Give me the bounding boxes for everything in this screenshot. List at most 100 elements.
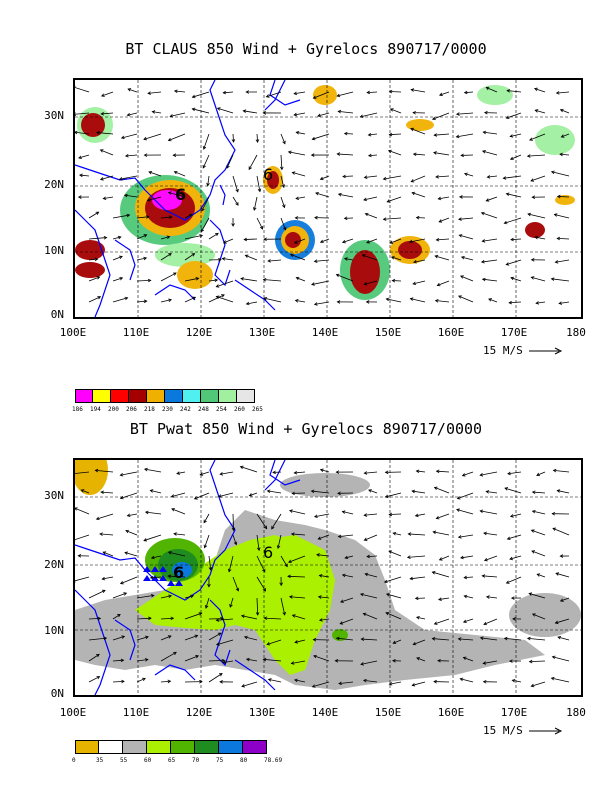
wind-arrow bbox=[504, 217, 522, 224]
wind-arrow bbox=[222, 660, 234, 664]
wind-arrow bbox=[268, 259, 282, 262]
wind-arrow bbox=[75, 534, 90, 541]
wind-arrow bbox=[218, 492, 234, 498]
scale-arrow-icon bbox=[529, 727, 563, 735]
wind-arrow-head bbox=[388, 550, 393, 554]
wind-arrow-head bbox=[438, 557, 443, 561]
wind-arrow-head bbox=[203, 519, 207, 524]
wind-arrow bbox=[413, 639, 426, 645]
wind-arrow bbox=[148, 171, 162, 177]
wind-arrow-head bbox=[239, 465, 244, 470]
wind-arrow bbox=[203, 513, 210, 523]
wind-arrow-head bbox=[505, 115, 510, 120]
wind-arrow-head bbox=[343, 216, 348, 221]
wind-arrow bbox=[338, 534, 354, 538]
wind-arrow-head bbox=[75, 507, 78, 511]
wind-arrow bbox=[504, 637, 522, 641]
wind-arrow-head bbox=[433, 679, 437, 684]
wind-arrow-head bbox=[479, 636, 484, 640]
wind-arrow bbox=[432, 638, 450, 641]
wind-arrow-head bbox=[313, 302, 318, 306]
wind-arrow-head bbox=[257, 188, 262, 193]
wind-arrow-head bbox=[231, 223, 235, 227]
wind-arrow bbox=[112, 614, 121, 620]
wind-arrow-head bbox=[554, 620, 559, 625]
wind-arrow bbox=[392, 639, 402, 644]
colorbar-swatch bbox=[123, 740, 147, 754]
wind-arrow-head bbox=[384, 494, 389, 499]
wind-arrow-head bbox=[480, 259, 485, 264]
wind-arrow-head bbox=[190, 594, 195, 599]
wind-arrow bbox=[240, 278, 258, 282]
wind-arrow-head bbox=[94, 468, 99, 473]
wind-arrow-head bbox=[94, 257, 99, 262]
wind-arrow-head bbox=[415, 469, 420, 473]
wind-arrow-head bbox=[240, 277, 244, 281]
wind-arrow bbox=[124, 552, 138, 557]
wind-arrow bbox=[530, 175, 546, 182]
wind-arrow bbox=[200, 471, 210, 476]
panel2-wind-arrows bbox=[75, 465, 570, 688]
wind-arrow-head bbox=[293, 240, 298, 244]
wind-arrow bbox=[208, 279, 218, 282]
wind-arrow bbox=[362, 254, 378, 261]
wind-arrow bbox=[103, 196, 114, 199]
wind-arrow-head bbox=[143, 136, 147, 141]
wind-arrow bbox=[433, 531, 450, 536]
wind-arrow-head bbox=[281, 184, 285, 189]
wind-arrow bbox=[228, 555, 234, 572]
wind-arrow-head bbox=[409, 297, 414, 301]
wind-arrow bbox=[388, 550, 402, 557]
wind-arrow bbox=[232, 576, 239, 592]
wind-arrow bbox=[438, 597, 450, 600]
wind-arrow-head bbox=[287, 150, 292, 155]
wind-arrow bbox=[295, 196, 306, 200]
wind-arrow bbox=[253, 196, 258, 211]
wind-arrow-head bbox=[103, 235, 108, 240]
wind-arrow bbox=[559, 153, 570, 156]
wind-arrow-head bbox=[560, 134, 565, 138]
wind-arrow-head bbox=[434, 299, 439, 303]
colorbar-tick-label: 80 bbox=[240, 757, 248, 764]
wind-arrow-head bbox=[435, 516, 440, 520]
wind-arrow-head bbox=[411, 683, 416, 687]
wind-arrow-head bbox=[463, 172, 468, 177]
wind-arrow bbox=[184, 277, 199, 282]
wind-arrow bbox=[560, 109, 570, 114]
wind-arrow bbox=[75, 87, 90, 93]
wind-arrow-head bbox=[172, 153, 177, 157]
wind-arrow-head bbox=[311, 684, 316, 688]
wind-arrow-head bbox=[459, 677, 464, 682]
wind-arrow-head bbox=[463, 575, 468, 580]
wind-arrow-head bbox=[117, 235, 122, 240]
colorbar-tick-label: 254 bbox=[216, 406, 227, 413]
wind-arrow bbox=[510, 238, 522, 241]
wind-arrow bbox=[389, 513, 402, 515]
wind-arrow bbox=[366, 238, 378, 244]
wind-arrow-head bbox=[482, 661, 487, 665]
wind-arrow-head bbox=[392, 659, 396, 663]
wind-arrow bbox=[360, 660, 378, 665]
wind-arrow bbox=[112, 214, 130, 219]
wind-arrow-head bbox=[294, 299, 299, 303]
wind-arrow-head bbox=[119, 495, 124, 500]
wind-arrow bbox=[410, 128, 426, 135]
wind-arrow bbox=[184, 296, 196, 303]
wind-arrow bbox=[112, 680, 125, 683]
wind-arrow-head bbox=[488, 298, 492, 302]
wind-arrow bbox=[127, 112, 138, 116]
wind-arrow bbox=[437, 280, 450, 286]
colorbar-swatch bbox=[195, 740, 219, 754]
panel1-lon-100e: 100E bbox=[59, 326, 87, 339]
wind-arrow bbox=[136, 594, 154, 599]
wind-arrow bbox=[336, 637, 354, 641]
panel2-lon-120e: 120E bbox=[185, 706, 213, 719]
wind-arrow-head bbox=[462, 656, 467, 660]
wind-arrow bbox=[551, 677, 570, 683]
wind-arrow-head bbox=[529, 137, 533, 141]
wind-arrow-head bbox=[168, 215, 173, 219]
panel1-lat-10n: 10N bbox=[44, 244, 64, 257]
wind-arrow-head bbox=[551, 511, 556, 516]
wind-arrow-head bbox=[242, 109, 247, 113]
wind-arrow-head bbox=[505, 262, 510, 266]
